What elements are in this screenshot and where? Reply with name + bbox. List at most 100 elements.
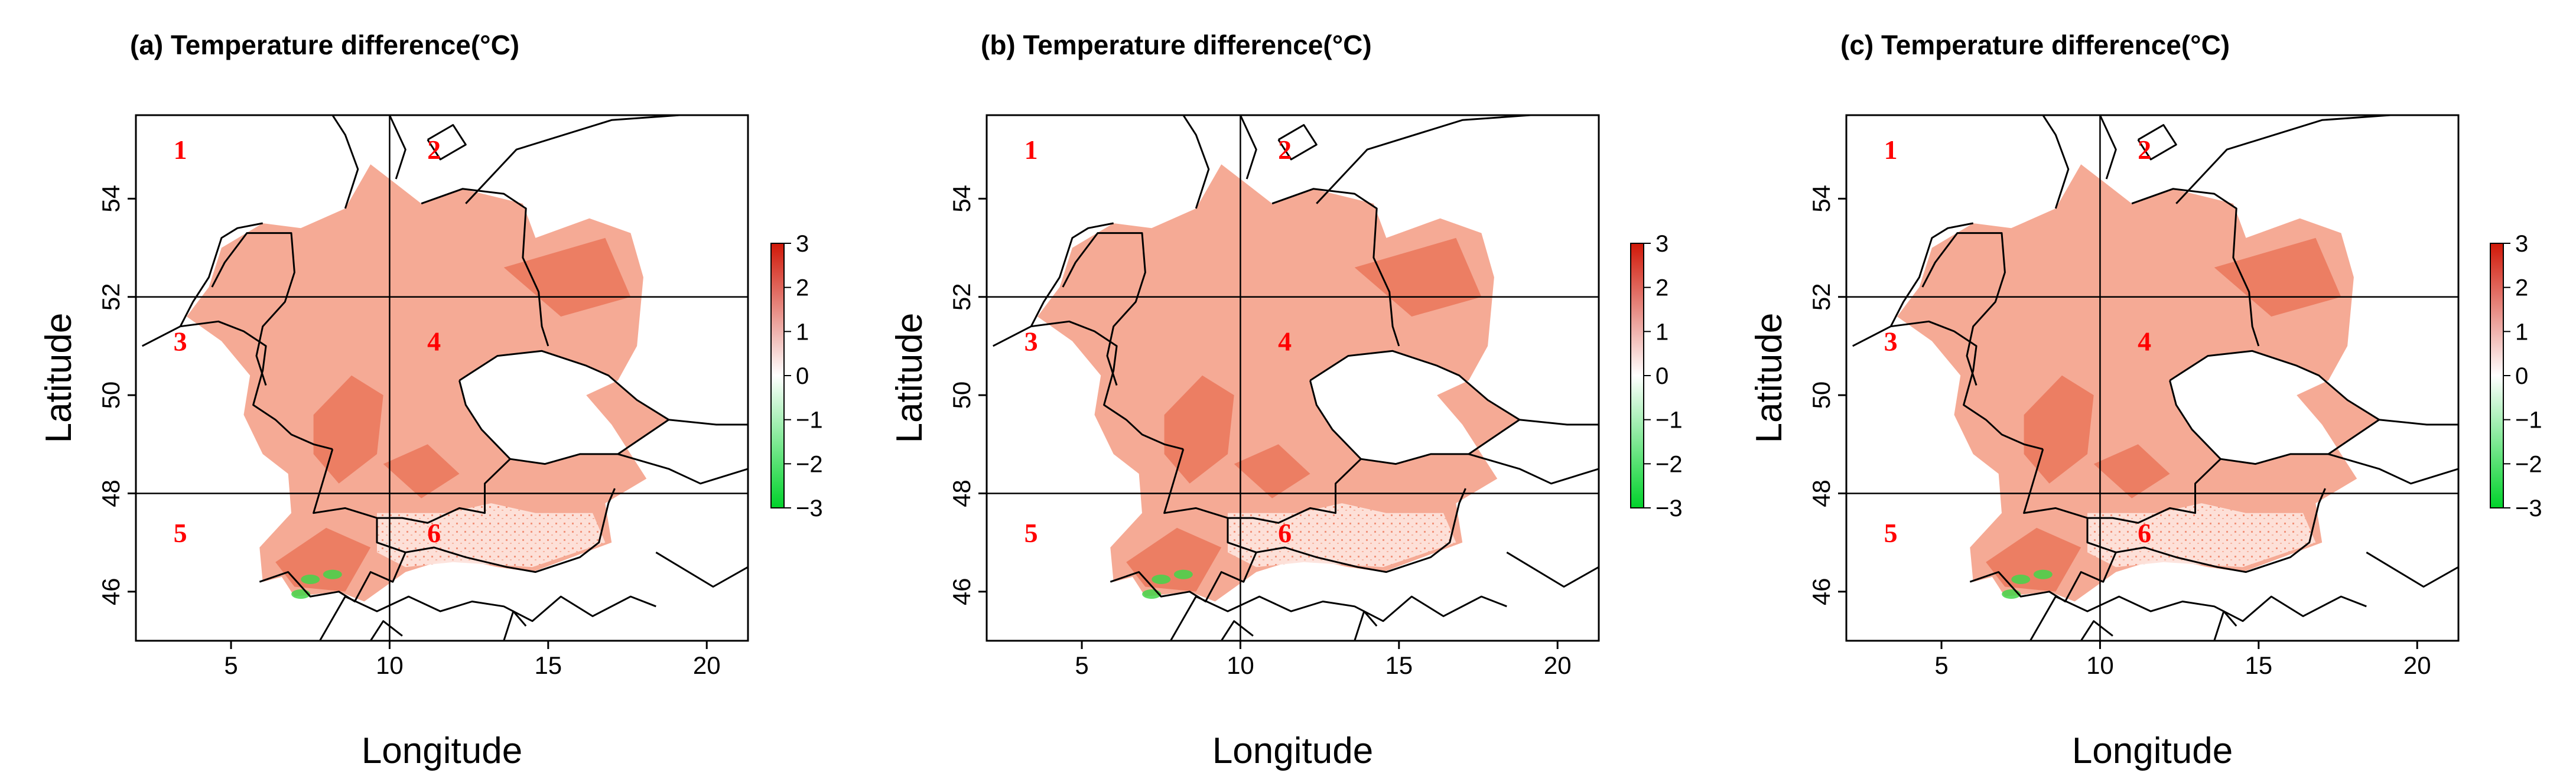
colorbar xyxy=(1630,243,1644,508)
x-axis-label: Longitude xyxy=(2072,731,2233,771)
colorbar-tick-label: −2 xyxy=(796,451,823,477)
region-label: 1 xyxy=(1884,135,1898,165)
country-border xyxy=(668,419,748,426)
colorbar-tick-label: 2 xyxy=(2515,275,2528,301)
country-border xyxy=(211,232,295,386)
country-border xyxy=(2169,350,2380,465)
region-label: 1 xyxy=(1024,135,1038,165)
colorbar-tick-label: 1 xyxy=(2515,319,2528,345)
country-border xyxy=(1316,115,1543,204)
country-border xyxy=(2029,595,2367,641)
panel-title: (b) Temperature difference(°C) xyxy=(981,30,1372,60)
country-border xyxy=(1921,232,2006,386)
colorbar xyxy=(2490,243,2504,508)
country-border xyxy=(421,188,549,347)
plot-frame xyxy=(985,114,1600,642)
colorbar-tick-label: 3 xyxy=(1655,231,1668,257)
y-tick-label: 52 xyxy=(97,283,125,311)
plot-frame xyxy=(135,114,749,642)
warm-anomaly xyxy=(1126,527,1222,592)
y-tick-label: 54 xyxy=(948,185,975,213)
x-tick-label: 5 xyxy=(224,651,238,679)
y-axis-label: Latitude xyxy=(38,313,79,444)
country-border xyxy=(2175,115,2403,204)
country-border xyxy=(389,115,406,180)
country-border xyxy=(2379,419,2458,426)
region-label: 3 xyxy=(1024,327,1038,357)
map-panel-a: (a) Temperature difference(°C)1 23 45 65 10 1… xyxy=(38,30,823,771)
country-border xyxy=(1256,488,1466,573)
country-border xyxy=(1110,518,1257,602)
map-panel-b: (b) Temperature difference(°C)1 23 45 65 10 1… xyxy=(889,30,1683,771)
x-tick-label: 20 xyxy=(693,651,721,679)
y-tick-label: 50 xyxy=(948,382,975,409)
y-tick-label: 48 xyxy=(97,480,125,507)
region-label: 5 xyxy=(1024,518,1038,548)
warm-anomaly xyxy=(1234,444,1310,498)
x-tick-label: 15 xyxy=(534,651,562,679)
region-label: 2 xyxy=(427,135,441,165)
cooling-spot xyxy=(323,569,342,579)
region-label: 5 xyxy=(1884,518,1898,548)
colorbar-tick-label: 0 xyxy=(796,363,809,389)
colorbar-tick-label: −3 xyxy=(796,495,823,521)
colorbar-tick-label: −2 xyxy=(1655,451,1683,477)
colorbar-tick-label: 3 xyxy=(2515,231,2528,257)
colorbar-tick-label: −1 xyxy=(796,407,823,433)
country-border xyxy=(1220,620,1254,641)
country-border xyxy=(2131,188,2260,347)
country-border xyxy=(2099,115,2117,180)
country-border xyxy=(2080,620,2113,641)
panel-title: (a) Temperature difference(°C) xyxy=(130,30,519,60)
y-tick-label: 54 xyxy=(97,185,125,213)
region-label: 1 xyxy=(174,135,187,165)
region-label: 4 xyxy=(427,327,441,357)
country-border xyxy=(427,124,467,161)
country-border xyxy=(369,620,403,641)
x-tick-label: 15 xyxy=(1385,651,1413,679)
colorbar-tick-label: 2 xyxy=(1655,275,1668,301)
x-axis-label: Longitude xyxy=(1212,731,1373,771)
region-label: 2 xyxy=(2138,135,2151,165)
map-area: 1 2 3 4 5 6 xyxy=(987,115,1599,641)
cooling-spot xyxy=(2011,575,2031,585)
cooling-spot xyxy=(301,575,320,585)
colorbar-tick-label: −1 xyxy=(1655,407,1683,433)
country-border xyxy=(655,552,748,588)
plot-frame xyxy=(1845,114,2460,642)
y-axis-label: Latitude xyxy=(1749,313,1790,444)
country-border xyxy=(331,115,359,209)
country-border xyxy=(1852,320,2044,451)
country-border xyxy=(1030,222,1114,327)
colorbar-tick-label: 2 xyxy=(796,275,809,301)
y-tick-label: 46 xyxy=(948,578,975,605)
y-tick-label: 50 xyxy=(97,382,125,409)
x-tick-label: 5 xyxy=(1075,651,1088,679)
country-border xyxy=(458,350,670,465)
warm-anomaly xyxy=(1986,527,2081,592)
cooling-spot xyxy=(1173,569,1193,579)
x-axis-label: Longitude xyxy=(362,731,522,771)
region-label: 6 xyxy=(2138,518,2151,548)
cooling-spot xyxy=(2033,569,2053,579)
country-border xyxy=(313,449,511,524)
colorbar-tick-label: −3 xyxy=(2515,495,2542,521)
country-border xyxy=(503,610,527,641)
country-border xyxy=(2213,610,2237,641)
map-panel-c: (c) Temperature difference(°C)1 23 45 65 10 1… xyxy=(1749,30,2542,771)
warm-anomaly xyxy=(383,444,460,498)
country-border xyxy=(179,222,263,327)
y-tick-label: 48 xyxy=(948,480,975,507)
region-label: 6 xyxy=(427,518,441,548)
country-border xyxy=(2366,552,2458,588)
colorbar-tick-label: −1 xyxy=(2515,407,2542,433)
country-border xyxy=(2328,453,2458,485)
country-border xyxy=(1062,232,1146,386)
colorbar-tick-label: 3 xyxy=(796,231,809,257)
colorbar-tick-label: 0 xyxy=(2515,363,2528,389)
country-border xyxy=(2116,488,2326,573)
colorbar xyxy=(770,243,785,508)
warm-anomaly xyxy=(2093,444,2170,498)
colorbar-tick-label: −3 xyxy=(1655,495,1683,521)
